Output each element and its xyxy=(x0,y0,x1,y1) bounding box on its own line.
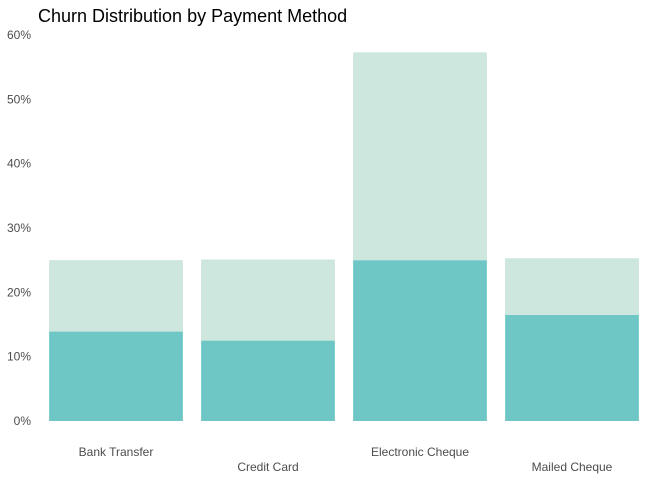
bar-segment xyxy=(353,52,487,261)
bar-segment xyxy=(49,331,183,421)
bars xyxy=(49,52,639,421)
x-tick-label: Mailed Cheque xyxy=(532,460,613,474)
x-tick-label: Credit Card xyxy=(237,460,298,474)
y-tick-label: 20% xyxy=(7,285,31,299)
chart-title: Churn Distribution by Payment Method xyxy=(38,6,347,26)
x-axis: Bank Transfer Credit Card Electronic Chequ… xyxy=(79,445,613,474)
y-tick-label: 0% xyxy=(14,414,32,428)
y-axis: 0% 10% 20% 30% 40% 50% 60% xyxy=(7,28,31,428)
bar-segment xyxy=(201,340,335,421)
bar-segment xyxy=(505,314,639,421)
x-tick-label: Electronic Cheque xyxy=(371,445,469,459)
x-tick-label: Bank Transfer xyxy=(79,445,154,459)
y-tick-label: 40% xyxy=(7,157,31,171)
bar-segment xyxy=(505,258,639,315)
y-tick-label: 60% xyxy=(7,28,31,42)
bar-segment xyxy=(49,260,183,332)
y-tick-label: 30% xyxy=(7,221,31,235)
y-tick-label: 10% xyxy=(7,350,31,364)
bar-segment xyxy=(201,259,335,341)
bar-segment xyxy=(353,260,487,421)
y-tick-label: 50% xyxy=(7,92,31,106)
